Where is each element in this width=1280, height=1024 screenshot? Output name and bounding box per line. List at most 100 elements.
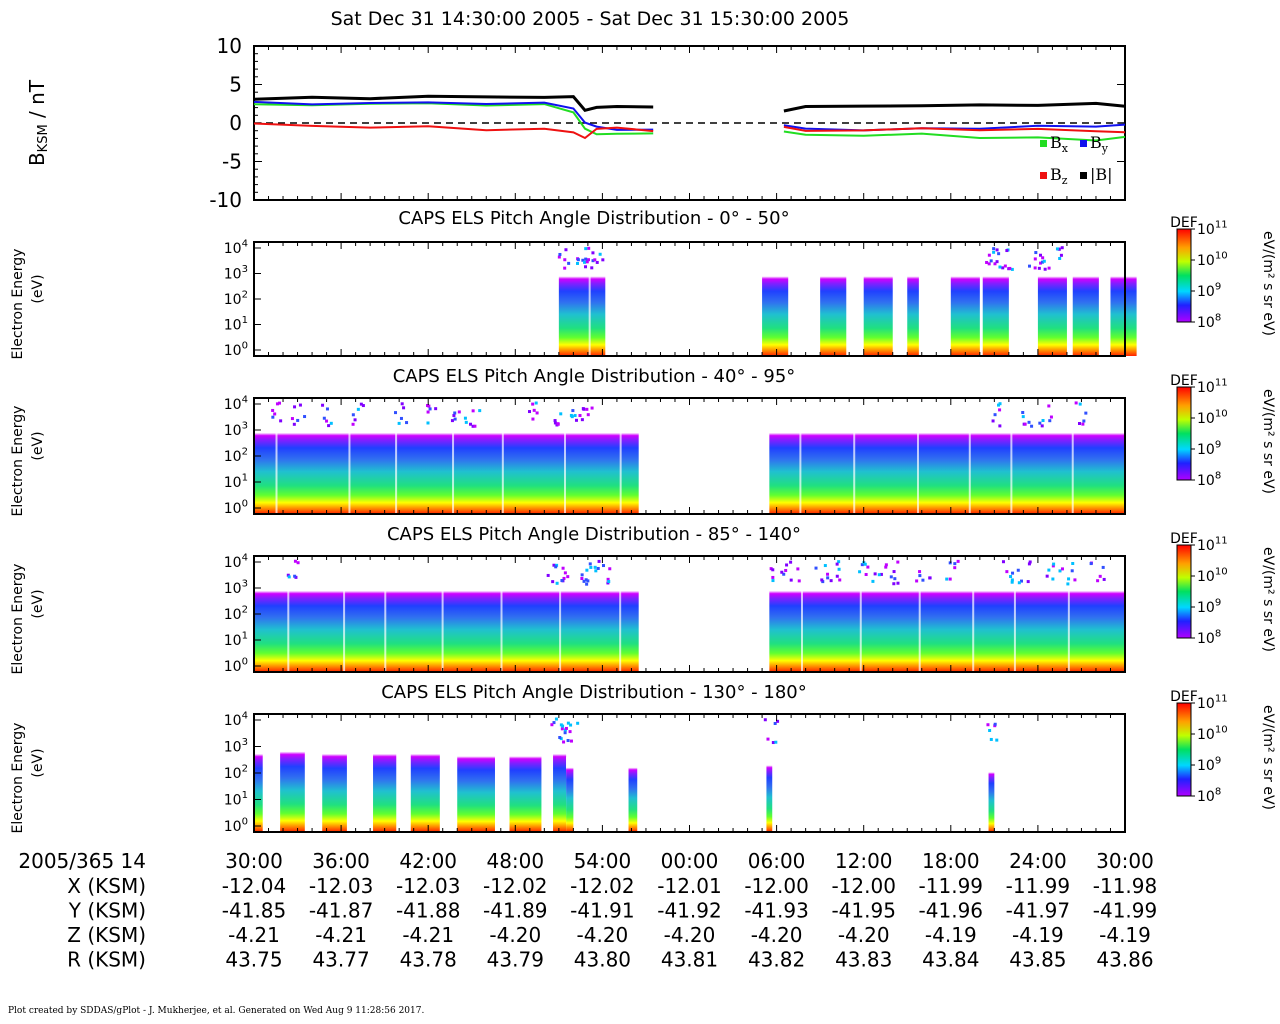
pad-panel-3-burst-pixel [1026,580,1030,584]
pad-panel-4-ylabel: Electron Energy [10,723,26,834]
pad-panel-4-colorbar-tick-label: 108 [1197,787,1221,805]
pad-panel-2-burst-pixel [531,417,535,421]
pad-panel-1-burst-pixel [1033,266,1037,270]
pad-panel-2-ytick-label: 100 [224,499,248,517]
pad-panel-3-burst-pixel [928,576,932,580]
legend-label-btot: |B| [1090,165,1113,184]
pad-panel-3-burst-pixel [789,560,793,564]
ephemeris-value: 43.75 [225,948,282,972]
ephemeris-row-label: X (KSM) [67,874,146,898]
pad-panel-3-burst-pixel [769,567,773,571]
pad-panel-3-colorbar-tick-label: 109 [1197,598,1221,616]
time-tick-label: 18:00 [922,849,980,873]
pad-panel-3-gap-stripe [500,581,503,672]
time-tick-label: 12:00 [835,849,893,873]
pad-panel-1-ytick-label: 102 [224,290,248,308]
pad-panel-3-ytick-label: 104 [224,553,248,571]
pad-panel-2-gap-stripe [452,423,455,514]
pad-panel-3-ytick-label: 100 [224,657,248,675]
pad-panel-3-burst-pixel [866,565,870,569]
time-tick-label: 30:00 [1096,849,1154,873]
ephemeris-value: 43.78 [400,948,457,972]
pad-panel-4-colorbar-units: eV/(m² s sr eV) [1260,705,1276,810]
pad-panel-2-burst-pixel [532,408,536,412]
pad-panel-4-burst-pixel [560,727,564,731]
mag-ytick-label: 10 [217,34,242,58]
pad-panel-2-burst-pixel [556,422,560,426]
pad-panel-2-burst-pixel [400,402,404,406]
pad-panel-1-burst-pixel [989,259,993,263]
pad-panel-3-burst-pixel [814,566,818,570]
ephemeris-value: -4.20 [577,923,629,947]
pad-panel-2-burst-pixel [271,415,275,419]
pad-panel-3-gap-stripe [287,581,290,672]
pad-panel-4-ylabel-unit: (eV) [30,748,46,777]
pad-panel-3-burst-pixel [1019,579,1023,583]
pad-panel-2-burst-pixel [361,404,365,408]
pad-panel-2-burst-pixel [402,406,406,410]
pad-panel-3-burst-pixel [784,568,788,572]
series-line-bx [253,102,1126,142]
ephemeris-row-label: Y (KSM) [68,899,146,923]
pad-panel-1-burst-pixel [584,247,588,251]
pad-panel-1-ytick-label: 103 [224,264,248,282]
time-tick-label: 54:00 [574,849,632,873]
pad-panel-3-burst-pixel [585,568,589,572]
pad-panel-4-title: CAPS ELS Pitch Angle Distribution - 130°… [381,682,807,703]
time-tick-label: 48:00 [486,849,544,873]
ephemeris-value: 43.84 [922,948,979,972]
pad-panel-3-burst-pixel [1027,562,1031,566]
pad-panel-2-burst-pixel [1038,421,1042,425]
pad-panel-2-burst-pixel [1077,422,1081,426]
pad-panel-3-burst-pixel [921,578,925,582]
legend-label-bz: Bz [1050,165,1068,187]
pad-panel-2-burst-pixel [356,407,360,411]
pad-panel-2-ytick-label: 101 [224,473,248,491]
ephemeris-value: -4.21 [228,923,280,947]
pad-panel-4-burst-pixel [576,721,580,725]
time-tick-label: 00:00 [661,849,719,873]
pad-panel-1-burst-pixel [1039,253,1043,257]
pad-panel-3-burst-pixel [1066,582,1070,586]
pad-panel-2-burst-pixel [1040,424,1044,428]
pad-panel-2-burst-pixel [277,401,281,405]
pad-panel-2-gap-stripe [275,423,278,514]
pad-panel-1-title: CAPS ELS Pitch Angle Distribution - 0° -… [398,208,789,229]
pad-panel-1-burst-pixel [584,265,588,269]
pad-panel-3-burst-pixel [1067,577,1071,581]
pad-panel-1-burst-pixel [601,258,605,262]
ephemeris-value: 43.82 [748,948,805,972]
pad-panel-4-burst-pixel [554,717,558,721]
pad-panel-3-burst-pixel [1096,579,1100,583]
pad-panel-1-colorbar-label: DEF [1170,215,1198,231]
legend-label-bx: Bx [1050,133,1069,155]
pad-panel-2-burst-pixel [1027,420,1031,424]
pad-panel-2-burst-pixel [534,401,538,405]
pad-panel-3-gap-stripe [972,581,975,672]
mag-ytick-label: 0 [229,111,242,135]
pad-panel-2-gap-stripe [395,423,398,514]
pad-panel-3-burst-pixel [582,579,586,583]
ephemeris-value: -41.97 [1006,899,1070,923]
pad-panel-3-ytick-label: 101 [224,631,248,649]
pad-panel-3-burst-pixel [296,561,300,565]
pad-panel-3-burst-pixel [287,575,291,579]
ephemeris-value: 43.81 [661,948,718,972]
pad-panel-2-burst-pixel [296,418,300,422]
pad-panel-3-burst-pixel [785,563,789,567]
pad-panel-1-ytick-label: 104 [224,239,248,257]
ephemeris-value: -12.04 [222,874,286,898]
pad-panel-2-burst-pixel [329,421,333,425]
pad-panel-3-burst-pixel [837,567,841,571]
pad-panel-1-colorbar-tick-label: 109 [1197,282,1221,300]
pad-panel-3-burst-pixel [893,577,897,581]
pad-panel-2-burst-pixel [292,422,296,426]
pad-panel-2-burst-pixel [1084,411,1088,415]
mag-ylabel: BKSM / nT [25,79,51,166]
pad-panel-2-burst-pixel [473,424,477,428]
pad-panel-3-burst-pixel [293,559,297,563]
pad-panel-3-gap-stripe [918,581,921,672]
pad-panel-3-burst-pixel [561,566,565,570]
pad-panel-2-burst-pixel [322,416,326,420]
pad-panel-1-burst-pixel [993,262,997,266]
